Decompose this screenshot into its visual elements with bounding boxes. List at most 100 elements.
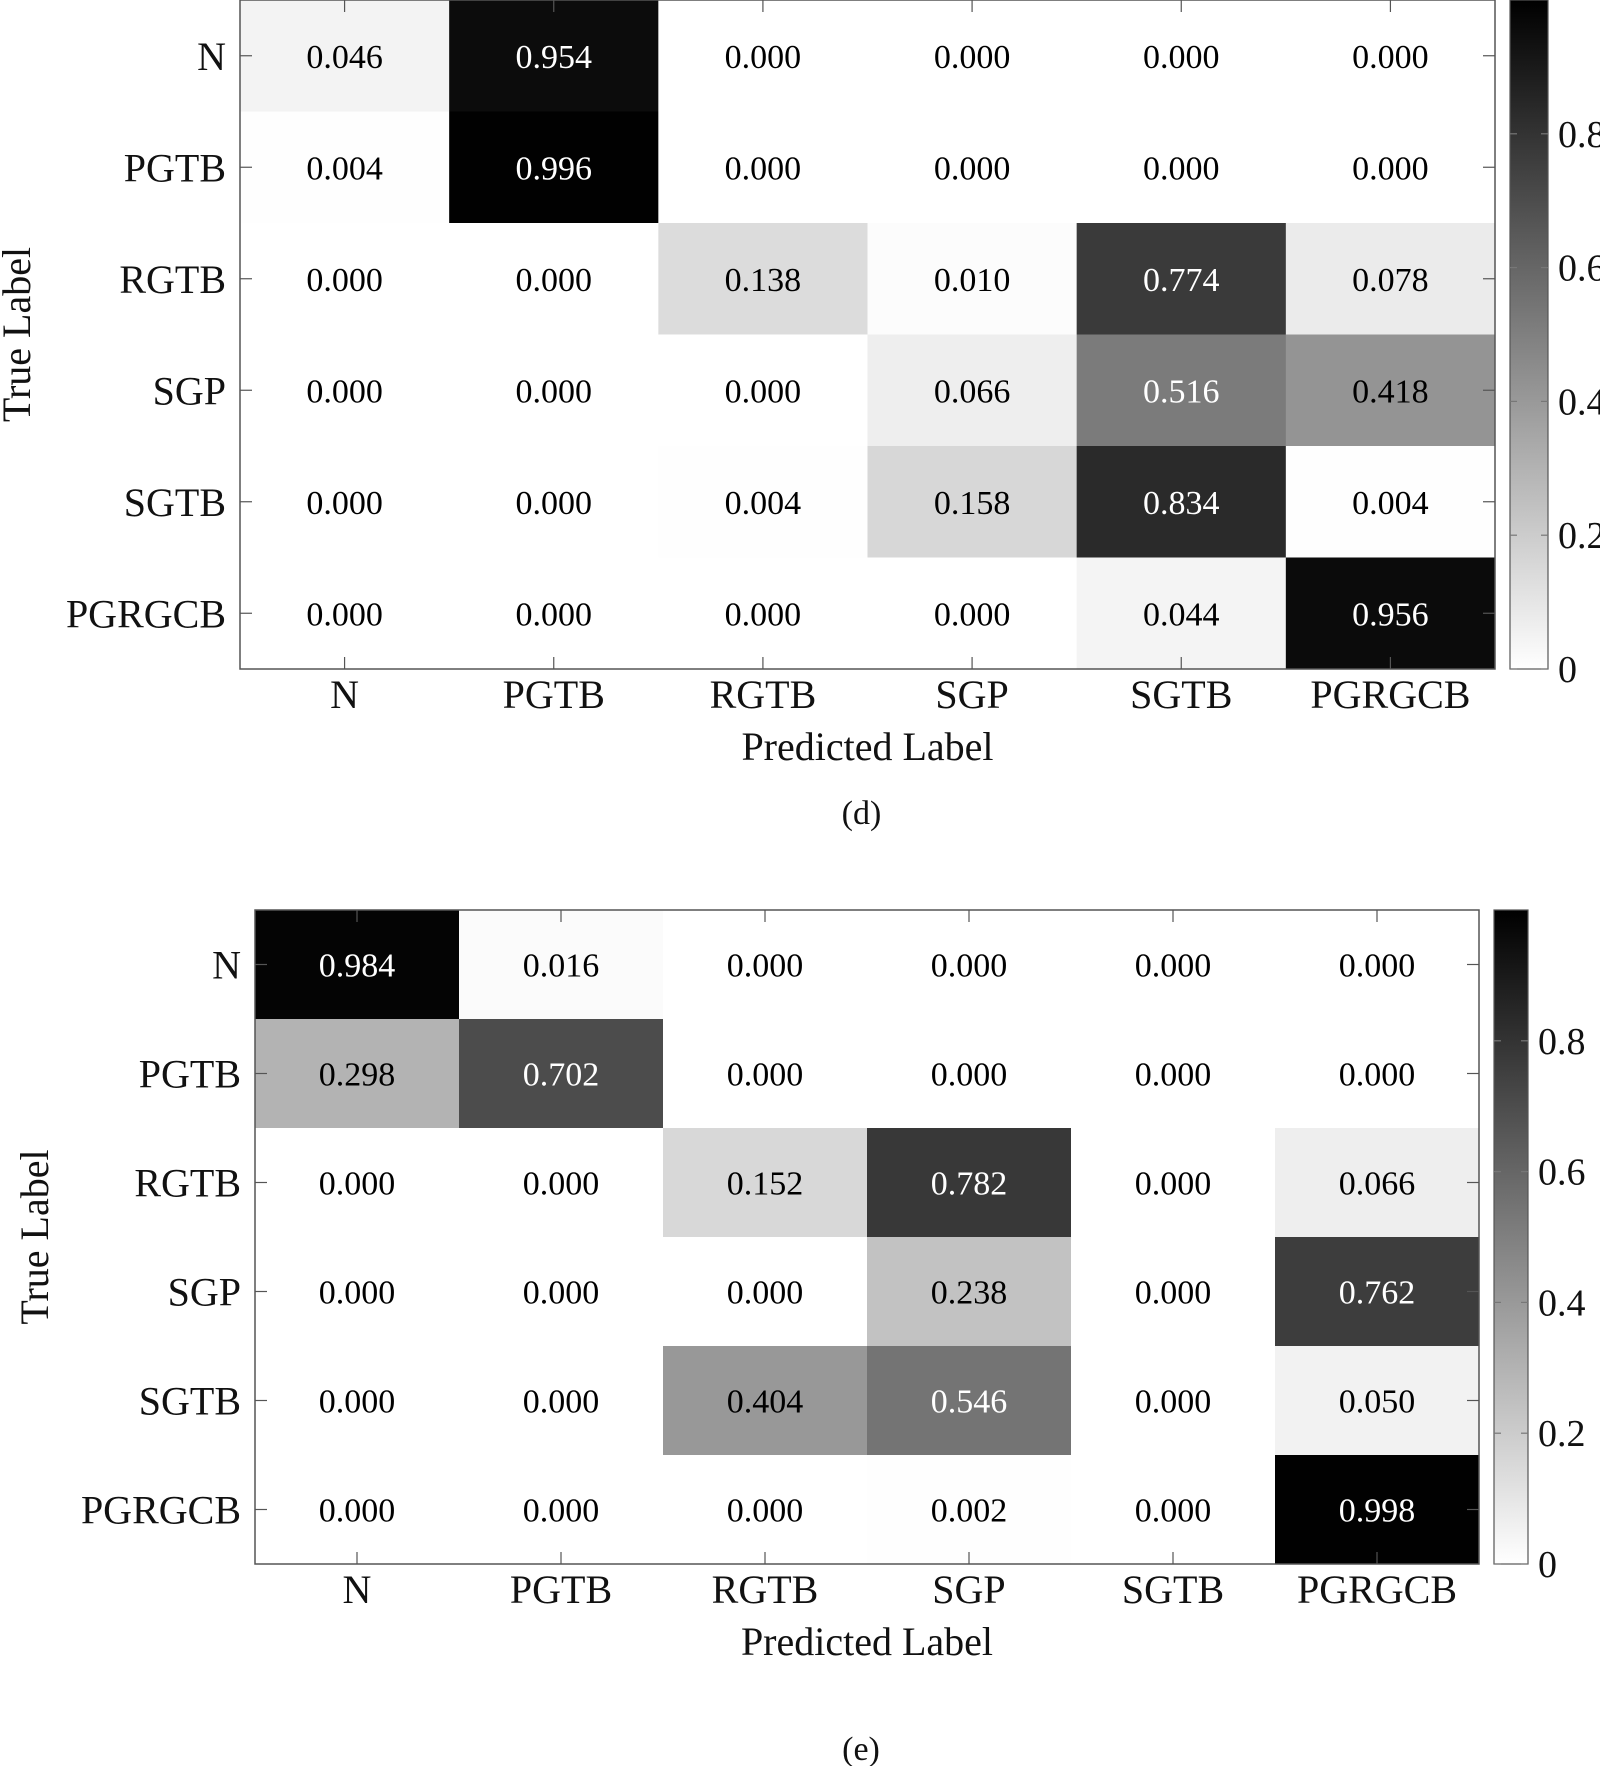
cell-value-label: 0.000 — [516, 596, 593, 633]
cell-value-label: 0.954 — [516, 39, 593, 76]
heatmap-cell — [658, 446, 868, 558]
heatmap-cell — [1076, 557, 1287, 670]
cell-value-label: 0.016 — [523, 948, 600, 985]
cell-value-label: 0.000 — [1143, 39, 1220, 76]
heatmap-cell — [449, 223, 659, 335]
heatmap-cell — [1076, 446, 1287, 558]
cell-value-label: 0.000 — [1135, 1493, 1212, 1530]
x-tick-label: SGP — [932, 1567, 1005, 1612]
x-tick-label: SGTB — [1122, 1567, 1224, 1612]
x-tick-label: N — [343, 1567, 372, 1612]
heatmap-cell — [1285, 223, 1496, 335]
colorbar-tick-label: 0.8 — [1538, 1021, 1586, 1063]
heatmap-cell — [240, 111, 450, 224]
cell-value-label: 0.956 — [1352, 596, 1429, 633]
heatmap-cell — [240, 0, 450, 112]
heatmap-cell — [663, 1346, 868, 1456]
heatmap-cell — [658, 557, 868, 670]
heatmap-cell — [1071, 1237, 1276, 1347]
cell-value-label: 0.762 — [1339, 1275, 1416, 1312]
heatmap-cell — [1285, 111, 1496, 224]
heatmap-cell — [867, 446, 1078, 558]
y-tick-label: PGRGCB — [81, 1488, 241, 1533]
heatmap-cell — [663, 1455, 868, 1565]
heatmap-cell — [1076, 0, 1287, 112]
x-tick-label: RGTB — [712, 1567, 819, 1612]
heatmap-cell — [459, 1128, 664, 1238]
heatmap-cell — [1076, 223, 1287, 335]
cell-value-label: 0.998 — [1339, 1493, 1416, 1530]
heatmap-cell — [449, 111, 659, 224]
cell-value-label: 0.000 — [725, 150, 802, 187]
cell-value-label: 0.078 — [1352, 262, 1429, 299]
cell-value-label: 0.010 — [934, 262, 1011, 299]
cell-value-label: 0.000 — [306, 373, 383, 410]
confusion-matrix-panel: 0.046 0.954 0.000 0.000 0.000 0.000 0.004 0.996… — [0, 0, 1600, 832]
x-tick-label: N — [330, 672, 359, 717]
heatmap-cell — [1285, 446, 1496, 558]
heatmap-cell — [1275, 1346, 1480, 1456]
cell-value-label: 0.000 — [523, 1384, 600, 1421]
plot-frame — [239, 0, 1496, 670]
y-tick-label: N — [212, 943, 241, 988]
heatmap-cell — [255, 1237, 460, 1347]
x-tick-label: PGTB — [510, 1567, 612, 1612]
y-axis-title: True Label — [0, 247, 39, 422]
heatmap-cell — [240, 334, 450, 447]
heatmap-cell — [867, 1237, 1072, 1347]
cell-value-label: 0.516 — [1143, 373, 1220, 410]
heatmap-cell — [1275, 1455, 1480, 1565]
heatmap-cell — [240, 446, 450, 558]
cell-value-label: 0.000 — [725, 373, 802, 410]
heatmap-cell — [663, 1237, 868, 1347]
heatmap-cell — [255, 910, 460, 1020]
y-tick-label: PGRGCB — [66, 591, 226, 636]
cell-value-label: 0.004 — [1352, 485, 1429, 522]
cell-value-label: 0.000 — [1339, 1057, 1416, 1094]
figure-caption: (e) — [842, 1731, 880, 1766]
heatmap-cell — [867, 910, 1072, 1020]
figure-caption: (d) — [842, 795, 882, 832]
colorbar-tick-label: 0.4 — [1558, 381, 1600, 423]
plot-frame — [254, 909, 1480, 1565]
x-tick-label: RGTB — [710, 672, 817, 717]
cell-value-label: 0.000 — [727, 948, 804, 985]
cell-value-label: 0.000 — [934, 39, 1011, 76]
colorbar-tick-label: 0.8 — [1558, 114, 1600, 156]
heatmap-cell — [1275, 1237, 1480, 1347]
colorbar-tick-label: 0.6 — [1558, 248, 1600, 290]
x-axis-title: Predicted Label — [741, 1619, 993, 1664]
y-axis-title: True Label — [12, 1149, 57, 1324]
cell-value-label: 0.004 — [725, 485, 802, 522]
cell-value-label: 0.546 — [931, 1384, 1008, 1421]
heatmap-cell — [867, 557, 1078, 670]
cell-value-label: 0.782 — [931, 1166, 1008, 1203]
heatmap-cell — [1071, 1455, 1276, 1565]
cell-value-label: 0.000 — [516, 373, 593, 410]
heatmap-cell — [658, 111, 868, 224]
colorbar-tick-label: 0.4 — [1538, 1282, 1586, 1324]
heatmap-cell — [459, 1455, 664, 1565]
heatmap-cell — [1275, 1128, 1480, 1238]
cell-value-label: 0.996 — [516, 150, 593, 187]
heatmap-cell — [867, 1019, 1072, 1129]
heatmap-cell — [658, 223, 868, 335]
y-tick-label: N — [197, 34, 226, 79]
cell-value-label: 0.158 — [934, 485, 1011, 522]
heatmap-cell — [867, 111, 1078, 224]
colorbar-tick-label: 0.2 — [1538, 1413, 1586, 1455]
colorbar — [1509, 0, 1549, 670]
heatmap-cell — [1285, 0, 1496, 112]
cell-value-label: 0.000 — [1339, 948, 1416, 985]
heatmap-cell — [663, 910, 868, 1020]
heatmap-cell — [1275, 1019, 1480, 1129]
cell-value-label: 0.000 — [1135, 1275, 1212, 1312]
colorbar-tick-label: 0 — [1538, 1544, 1557, 1586]
heatmap-cell — [867, 334, 1078, 447]
cell-value-label: 0.004 — [306, 150, 383, 187]
cell-value-label: 0.000 — [1135, 1166, 1212, 1203]
x-axis-title: Predicted Label — [741, 724, 993, 769]
heatmap-cell — [1076, 111, 1287, 224]
cell-value-label: 0.000 — [306, 485, 383, 522]
y-tick-label: SGTB — [139, 1379, 241, 1424]
